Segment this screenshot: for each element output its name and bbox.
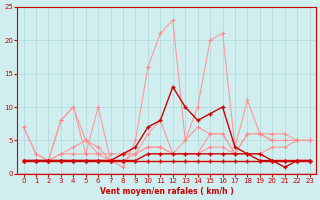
- X-axis label: Vent moyen/en rafales ( km/h ): Vent moyen/en rafales ( km/h ): [100, 187, 234, 196]
